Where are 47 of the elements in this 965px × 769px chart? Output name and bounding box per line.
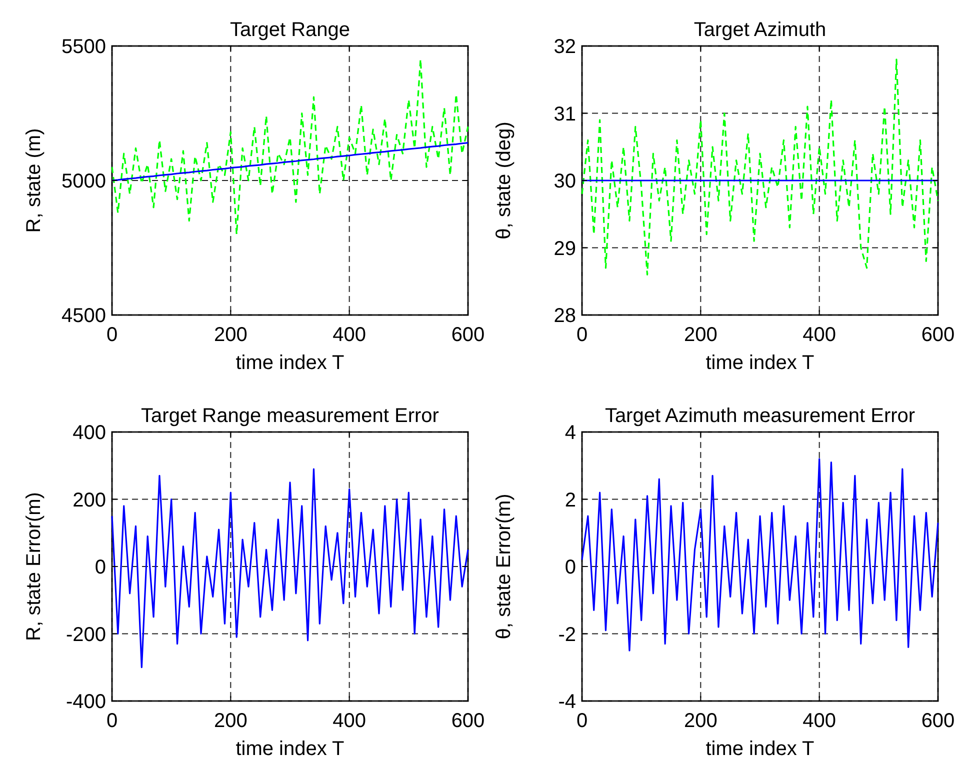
- y-tick-label: 31: [554, 103, 576, 126]
- y-tick-label: 5000: [62, 170, 106, 192]
- line-series: [111, 142, 469, 182]
- y-axis-title: θ, state Error(m): [493, 494, 515, 640]
- x-tick-label: 200: [684, 710, 718, 732]
- x-tick-label: 400: [802, 710, 836, 732]
- x-tick-label: 200: [214, 324, 248, 346]
- y-axis-title: θ, state (deg): [493, 122, 515, 240]
- line-series: [581, 58, 939, 276]
- y-tick-label: -4: [558, 691, 576, 713]
- y-axis-title: R, state (m): [23, 128, 45, 233]
- x-tick-label: 600: [921, 710, 955, 732]
- x-tick-label: 400: [802, 324, 836, 346]
- y-tick-label: 4: [564, 422, 576, 444]
- x-axis-title: time index T: [236, 352, 344, 374]
- x-tick-label: 200: [214, 710, 248, 732]
- x-tick-label: 400: [332, 324, 366, 346]
- y-tick-label: 400: [72, 422, 106, 444]
- chart-title: Target Azimuth measurement Error: [604, 405, 916, 427]
- x-tick-label: 600: [451, 324, 485, 346]
- y-tick-label: -200: [66, 624, 106, 646]
- x-tick-label: 600: [451, 710, 485, 732]
- y-tick-label: -400: [66, 691, 106, 713]
- y-tick-label: 0: [94, 556, 106, 578]
- y-tick-label: 4500: [62, 305, 106, 327]
- chart-title: Target Range measurement Error: [141, 405, 440, 427]
- x-tick-label: 400: [332, 710, 366, 732]
- x-tick-label: 600: [921, 324, 955, 346]
- y-axis-title: R, state Error(m): [23, 492, 45, 641]
- y-tick-label: -2: [558, 624, 576, 646]
- chart-title: Target Range: [230, 19, 350, 41]
- x-axis-title: time index T: [706, 352, 814, 374]
- chart-title: Target Azimuth: [694, 19, 826, 41]
- y-tick-label: 5500: [62, 36, 106, 58]
- x-tick-label: 200: [684, 324, 718, 346]
- y-tick-label: 30: [554, 170, 576, 192]
- y-tick-label: 200: [72, 489, 106, 512]
- x-axis-title: time index T: [706, 738, 814, 760]
- y-tick-label: 2: [564, 489, 576, 512]
- x-axis-title: time index T: [236, 738, 344, 760]
- line-series: [581, 458, 939, 652]
- line-series: [111, 468, 469, 668]
- line-series: [111, 58, 469, 236]
- y-tick-label: 28: [554, 305, 576, 327]
- y-tick-label: 32: [554, 36, 576, 58]
- y-tick-label: 29: [554, 238, 576, 260]
- y-tick-label: 0: [564, 556, 576, 578]
